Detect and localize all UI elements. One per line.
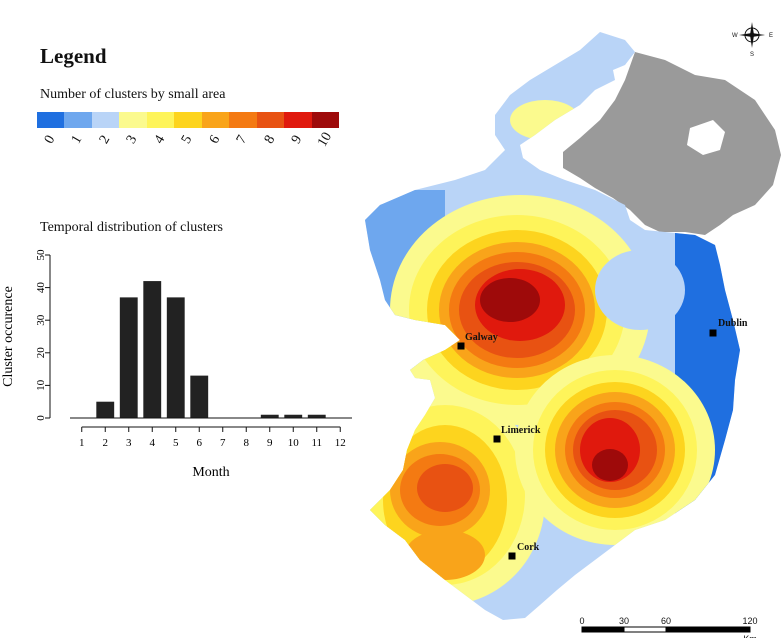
color-scale-label: 6 xyxy=(206,132,224,147)
x-tick-label: 3 xyxy=(126,437,132,449)
bar xyxy=(119,297,138,418)
x-tick-label: 7 xyxy=(220,437,226,449)
color-swatch-8 xyxy=(256,112,285,128)
x-tick-label: 8 xyxy=(244,437,250,449)
scalebar-segment xyxy=(581,626,625,633)
color-swatch-0 xyxy=(37,112,65,128)
compass-s-label: S xyxy=(750,52,754,58)
temporal-chart-title: Temporal distribution of clusters xyxy=(40,220,223,235)
x-tick-label: 6 xyxy=(197,437,203,449)
color-scale-label: 8 xyxy=(261,132,278,147)
scalebar-segment xyxy=(623,626,667,633)
city-markers: Galway Dublin Limerick Cork xyxy=(457,318,748,560)
legend-subtitle: Number of clusters by small area xyxy=(40,87,226,102)
color-swatch-4 xyxy=(146,112,175,128)
x-tick-label: 1 xyxy=(79,437,85,449)
color-swatch-9 xyxy=(284,112,312,128)
color-swatch-7 xyxy=(229,112,257,128)
x-tick-label: 2 xyxy=(103,437,109,449)
color-scale-label: 1 xyxy=(69,132,86,147)
y-tick-label: 20 xyxy=(35,347,47,359)
scalebar-label: 0 xyxy=(579,616,584,626)
color-scale-label: 3 xyxy=(124,132,141,147)
scalebar-label: 30 xyxy=(619,616,629,626)
x-axis-title: Month xyxy=(192,465,229,480)
city-marker-galway xyxy=(457,342,465,350)
scalebar-label: 120 xyxy=(742,616,757,626)
north-arrow-compass: N S E W xyxy=(732,22,773,58)
bar xyxy=(143,281,162,418)
bar xyxy=(284,414,303,418)
bar xyxy=(307,414,326,418)
color-scale-label: 7 xyxy=(233,132,251,147)
y-tick-label: 50 xyxy=(35,249,47,261)
scalebar-label: 60 xyxy=(661,616,671,626)
scalebar-segment xyxy=(665,626,751,633)
y-tick-label: 40 xyxy=(35,282,47,294)
hotspot-tipperary xyxy=(515,355,715,545)
compass-e-label: E xyxy=(769,33,773,39)
color-swatch-1 xyxy=(64,112,92,128)
bar xyxy=(96,401,115,418)
color-scale-label: 5 xyxy=(179,132,196,147)
bar xyxy=(166,297,185,418)
y-axis-title: Cluster occurence xyxy=(1,286,16,387)
city-label-dublin: Dublin xyxy=(718,318,748,329)
x-tick-label: 12 xyxy=(335,437,346,449)
hotspot-kerry xyxy=(365,395,545,605)
x-tick-label: 10 xyxy=(288,437,300,449)
color-swatch-3 xyxy=(119,112,147,128)
color-scale-labels: 0 1 2 3 4 5 6 7 8 9 10 xyxy=(37,130,339,162)
color-scale-label: 2 xyxy=(96,132,114,147)
y-tick-label: 30 xyxy=(35,314,47,326)
city-marker-dublin xyxy=(709,329,717,337)
distance-scalebar: 0 30 60 120 Km xyxy=(579,616,757,638)
scalebar-unit: Km xyxy=(743,634,757,638)
color-swatch-5 xyxy=(174,112,202,128)
city-marker-cork xyxy=(508,552,516,560)
x-tick-label: 5 xyxy=(173,437,179,449)
city-marker-limerick xyxy=(493,435,501,443)
bar xyxy=(260,414,279,418)
x-tick-label: 11 xyxy=(311,437,322,449)
city-label-cork: Cork xyxy=(517,542,540,553)
color-swatch-10 xyxy=(311,112,339,128)
legend-title: Legend xyxy=(40,44,107,68)
bar xyxy=(190,375,209,418)
color-swatch-6 xyxy=(201,112,230,128)
northern-ireland-region xyxy=(563,52,781,235)
color-scale-label: 0 xyxy=(41,132,59,147)
ireland-map: Galway Dublin Limerick Cork 0 30 60 120 Km N S … xyxy=(365,22,781,638)
city-label-galway: Galway xyxy=(465,332,498,343)
y-tick-label: 10 xyxy=(35,379,47,391)
city-label-limerick: Limerick xyxy=(501,425,541,436)
y-tick-label: 0 xyxy=(35,415,47,421)
compass-w-label: W xyxy=(732,33,738,39)
color-swatch-2 xyxy=(91,112,120,128)
color-scale-bar xyxy=(37,112,339,128)
color-scale-label: 4 xyxy=(151,132,169,147)
x-tick-label: 9 xyxy=(267,437,273,449)
x-tick-label: 4 xyxy=(150,437,156,449)
